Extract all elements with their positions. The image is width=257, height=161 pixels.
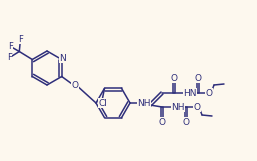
Text: F: F [18,35,23,44]
Text: O: O [195,74,201,82]
Text: Cl: Cl [98,99,107,108]
Text: O: O [182,118,189,127]
Text: O: O [159,118,166,127]
Text: O: O [194,103,200,112]
Text: O: O [71,81,78,90]
Text: F: F [7,53,12,62]
Text: N: N [59,54,66,63]
Text: O: O [206,89,213,98]
Text: NH: NH [137,99,151,108]
Text: O: O [170,74,178,82]
Text: F: F [8,42,13,51]
Text: HN: HN [183,89,197,98]
Text: NH: NH [171,103,185,112]
